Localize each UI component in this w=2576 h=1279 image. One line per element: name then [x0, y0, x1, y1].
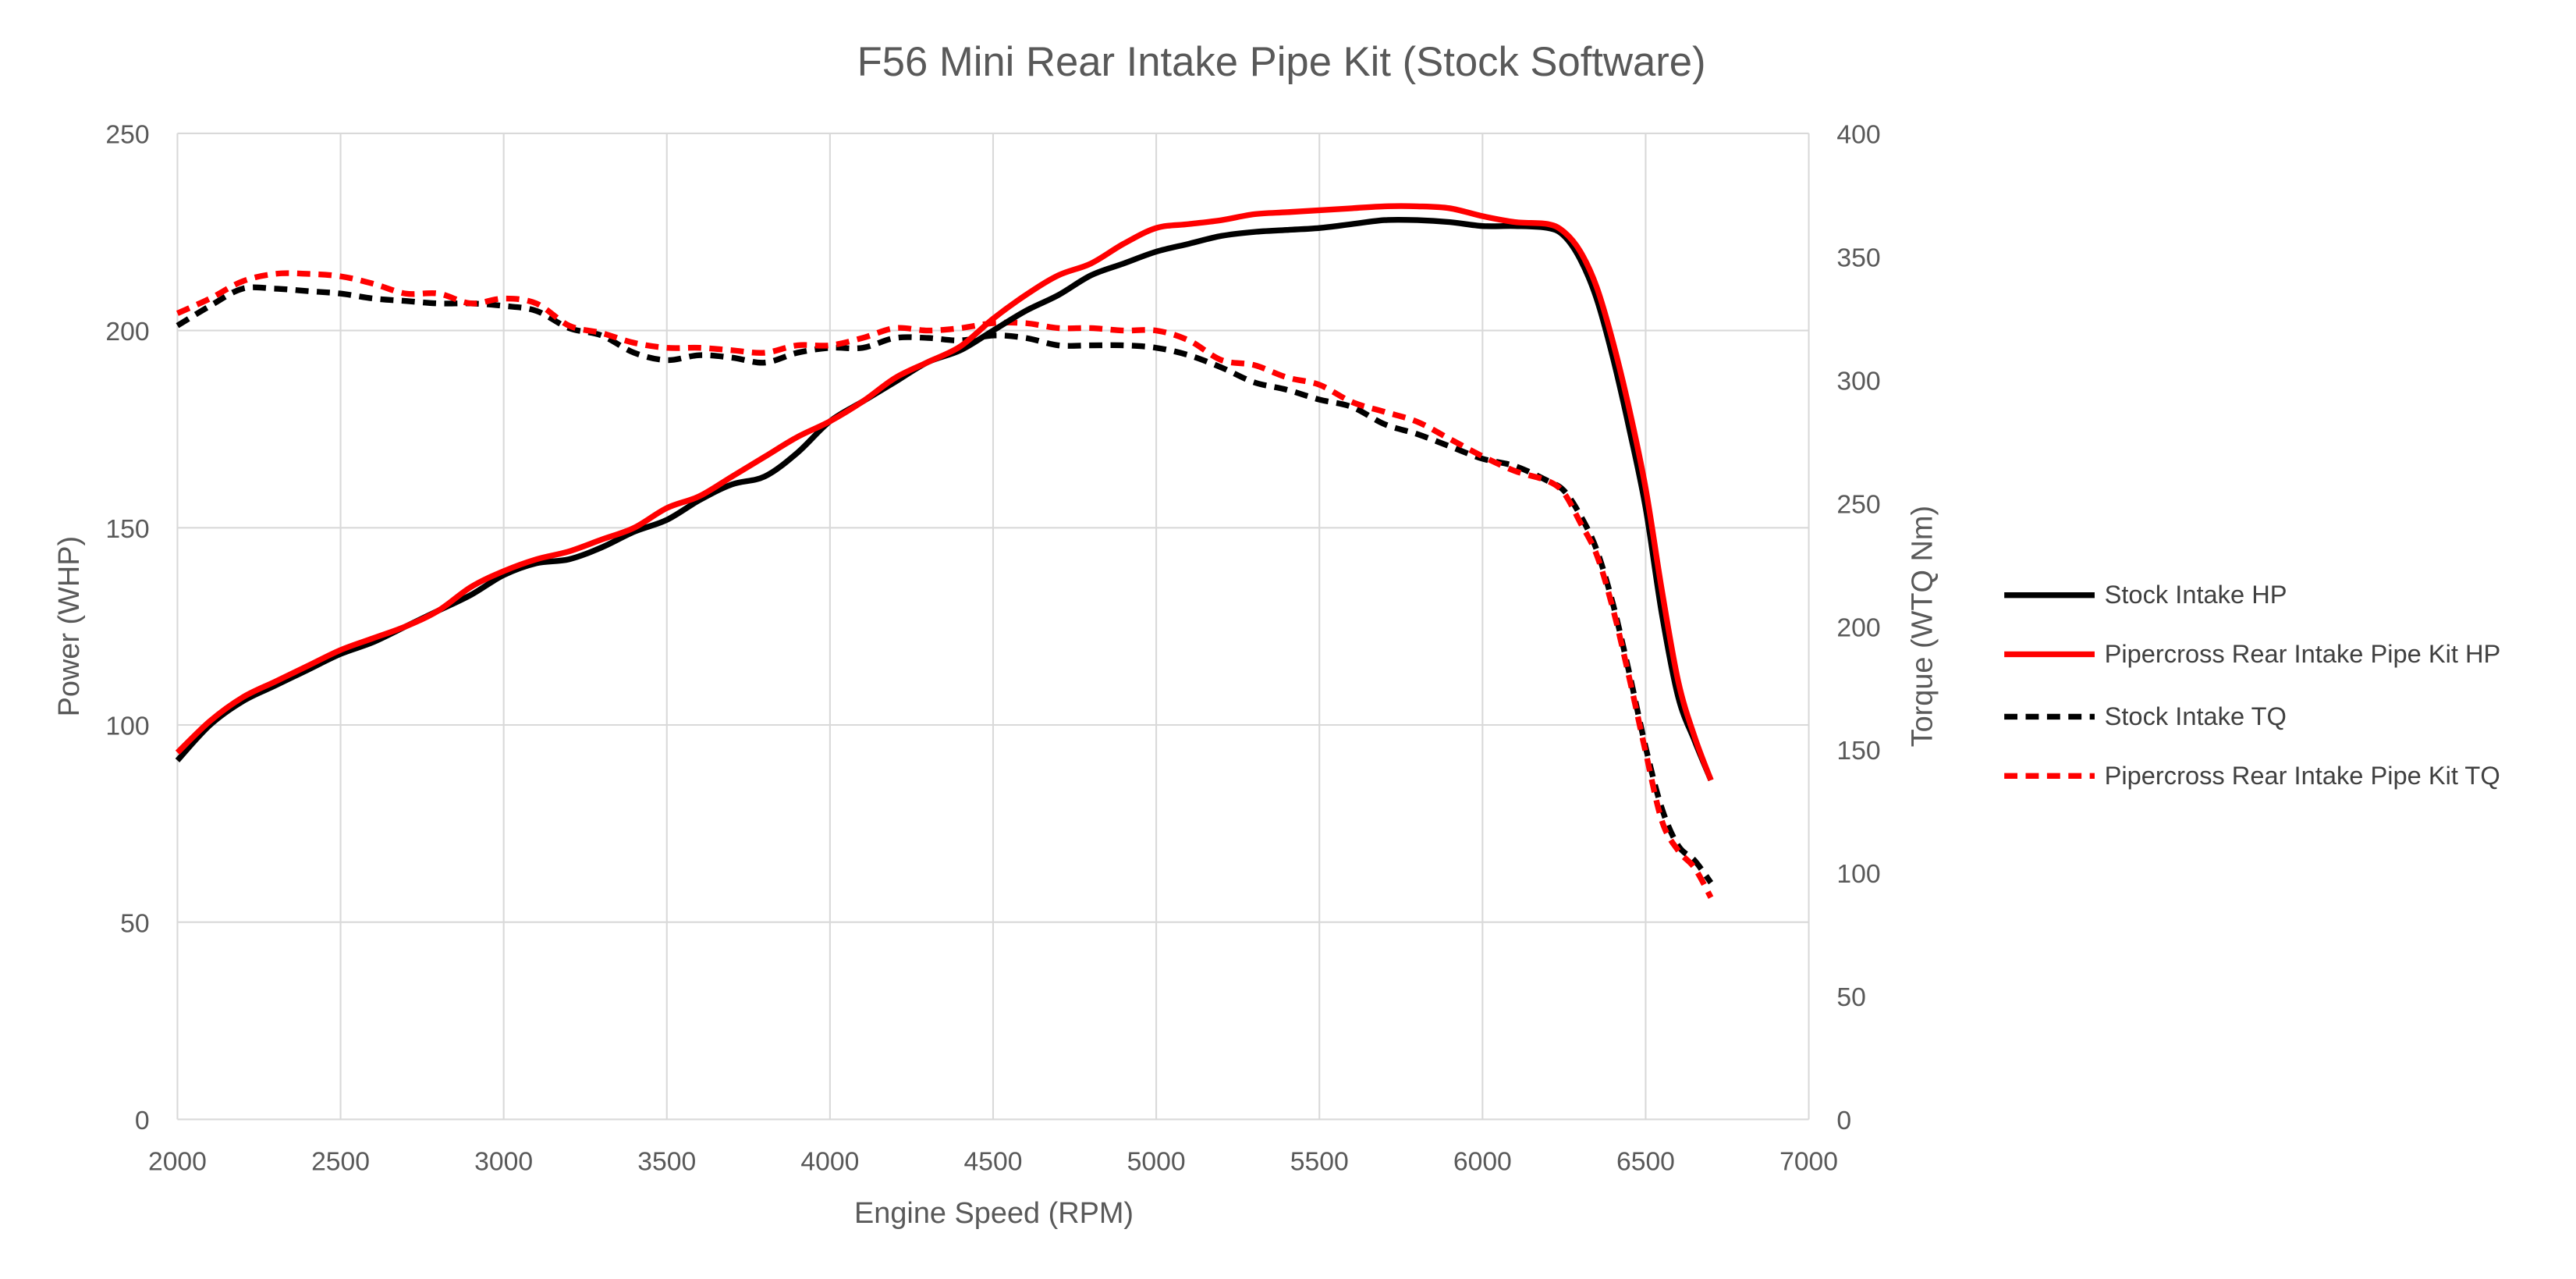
x-tick-label: 7000	[1779, 1148, 1838, 1177]
legend-label: Pipercross Rear Intake Pipe Kit HP	[2105, 639, 2501, 668]
y2-tick-label: 300	[1836, 367, 1880, 396]
x-tick-label: 2500	[311, 1148, 370, 1177]
series-line-stock-intake-tq	[176, 284, 1714, 885]
x-tick-label: 4000	[800, 1148, 859, 1177]
series-lines	[175, 203, 1714, 899]
y2-tick-label: 350	[1836, 243, 1880, 272]
y-axis-label: Power (WHP)	[53, 536, 86, 717]
legend: Stock Intake HP Pipercross Rear Intake Pi…	[2004, 580, 2500, 790]
tick-labels: 2000 2500 3000 3500 4000 4500 5000 5500 6000 6500…	[105, 121, 1880, 1177]
y-tick-label: 50	[120, 909, 149, 938]
y2-tick-label: 100	[1836, 860, 1880, 889]
y-tick-label: 250	[105, 121, 149, 150]
x-tick-label: 5000	[1127, 1148, 1186, 1177]
x-tick-label: 3500	[637, 1148, 696, 1177]
legend-label: Stock Intake TQ	[2105, 702, 2287, 730]
y-tick-label: 150	[105, 515, 149, 544]
x-tick-label: 2000	[148, 1148, 207, 1177]
x-axis-label: Engine Speed (RPM)	[854, 1197, 1134, 1230]
y2-tick-label: 50	[1836, 983, 1865, 1012]
x-tick-label: 5500	[1290, 1148, 1349, 1177]
chart-title: F56 Mini Rear Intake Pipe Kit (Stock Sof…	[857, 39, 1706, 85]
x-tick-label: 3000	[474, 1148, 533, 1177]
y-tick-label: 0	[135, 1107, 150, 1135]
x-tick-label: 6000	[1453, 1148, 1512, 1177]
legend-label: Pipercross Rear Intake Pipe Kit TQ	[2105, 761, 2500, 790]
y2-tick-label: 200	[1836, 613, 1880, 642]
series-line-stock-intake-hp	[175, 216, 1714, 782]
gridlines	[176, 132, 1810, 1121]
y2-tick-label: 0	[1836, 1107, 1851, 1135]
legend-label: Stock Intake HP	[2105, 580, 2287, 609]
y2-axis-label: Torque (WTQ Nm)	[1907, 506, 1939, 747]
y-tick-label: 100	[105, 712, 149, 741]
x-tick-label: 6500	[1616, 1148, 1675, 1177]
y2-tick-label: 400	[1836, 121, 1880, 150]
x-tick-label: 4500	[964, 1148, 1023, 1177]
y2-tick-label: 150	[1836, 737, 1880, 766]
y2-tick-label: 250	[1836, 490, 1880, 519]
series-line-pipercross-rear-intake-pipe-kit-hp	[175, 203, 1714, 782]
y-tick-label: 200	[105, 318, 149, 346]
series-line-pipercross-rear-intake-pipe-kit-tq	[176, 270, 1714, 899]
